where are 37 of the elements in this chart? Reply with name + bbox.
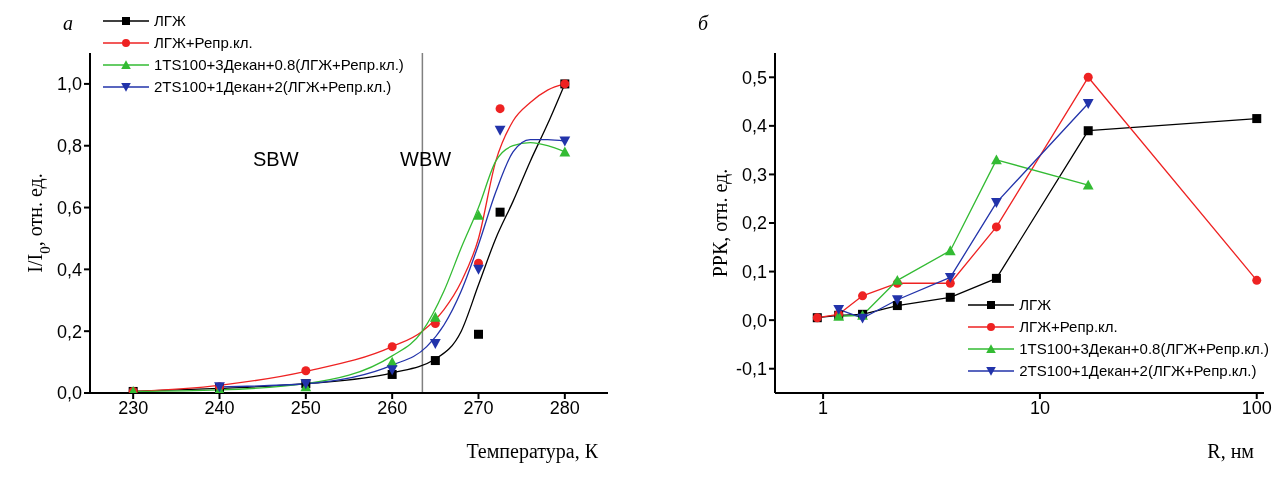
y-tick-label: 0,8 [56,136,82,157]
legend-label: ЛГЖ+Репр.кл. [154,33,253,53]
y-axis-title: РРК, отн. ед. [709,168,732,278]
legend-label: 2TS100+1Декан+2(ЛГЖ+Репр.кл.) [154,77,392,97]
chart-title: б [698,12,709,35]
x-tick-label: 260 [377,397,408,418]
annotation: WBW [400,148,452,171]
y-tick-label: 0,6 [56,197,82,218]
x-tick-label: 270 [463,397,494,418]
y-tick-label: 0,0 [741,310,767,331]
legend-label: ЛГЖ [1019,295,1052,315]
y-tick-label: 0,3 [741,164,767,185]
chart-title: а [63,12,73,35]
y-tick-label: 0,1 [741,261,767,282]
y-tick-label: 0,0 [56,383,82,404]
x-axis-title: R, нм [1207,440,1255,462]
legend-label: ЛГЖ [154,11,186,31]
legend-label: 2TS100+1Декан+2(ЛГЖ+Репр.кл.) [1019,361,1257,381]
x-tick-label: 100 [1241,397,1272,418]
y-tick-label: 0,4 [741,116,767,137]
y-tick-label: 0,2 [741,213,767,234]
legend-label: 1TS100+3Декан+0.8(ЛГЖ+Репр.кл.) [154,55,404,75]
y-tick-label: 1,0 [56,74,82,95]
y-tick-label: 0,5 [741,67,767,88]
x-tick-label: 280 [549,397,580,418]
x-tick-label: 230 [118,397,149,418]
x-tick-label: 1 [818,397,829,418]
x-tick-label: 10 [1029,397,1050,418]
legend-label: 1TS100+3Декан+0.8(ЛГЖ+Репр.кл.) [1019,339,1269,359]
y-tick-label: 0,4 [56,259,82,280]
legend-label: ЛГЖ+Репр.кл. [1019,317,1118,337]
y-tick-label: 0,2 [56,321,82,342]
x-axis-title: Температура, К [466,440,599,463]
y-tick-label: -0,1 [735,359,767,380]
annotation: SBW [253,148,299,171]
x-tick-label: 250 [290,397,321,418]
x-tick-label: 240 [204,397,235,418]
